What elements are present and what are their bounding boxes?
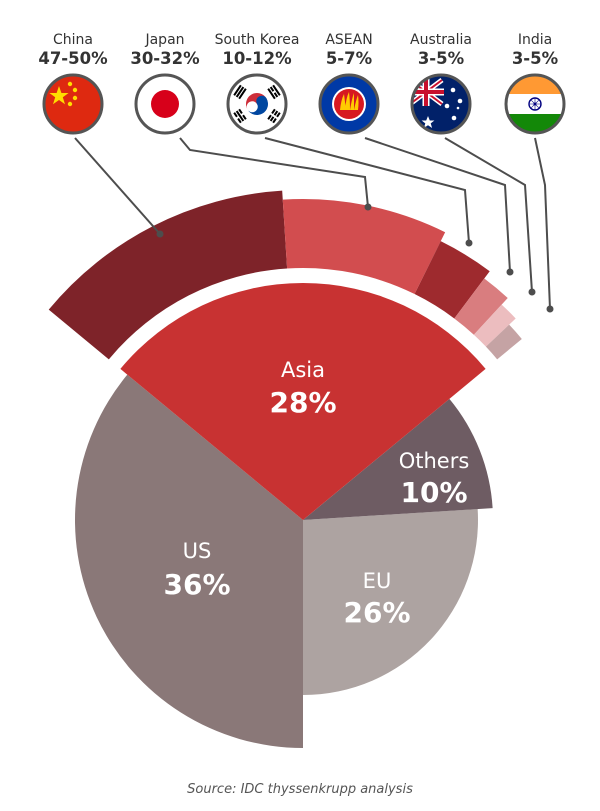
arc-segment-south-korea <box>414 241 490 319</box>
country-labels: China 47-50% Japan 30-32% South Korea 10… <box>38 32 558 68</box>
asia-breakdown-arc <box>48 190 522 360</box>
main-pie <box>74 283 493 748</box>
country-name-japan: Japan <box>144 32 184 48</box>
pie-slice-us <box>74 374 303 748</box>
slice-label-asia: Asia <box>281 358 325 382</box>
leader-line-japan <box>179 137 369 208</box>
pie-slice-others <box>303 398 493 520</box>
arc-segment-japan <box>282 199 446 295</box>
pie-slice-asia <box>120 283 486 520</box>
leader-line-china <box>74 137 161 235</box>
slice-labels: Asia 28% Others 10% EU 26% US 36% <box>163 358 469 629</box>
country-pct-australia: 3-5% <box>418 49 465 68</box>
country-pct-china: 47-50% <box>38 49 108 68</box>
leader-line-australia <box>444 137 533 293</box>
slice-label-others: Others <box>399 449 470 473</box>
country-name-india: India <box>518 32 552 48</box>
slice-label-eu: EU <box>363 569 392 593</box>
country-name-south-korea: South Korea <box>215 32 300 48</box>
arc-segment-india <box>485 324 522 360</box>
china-flag-icon <box>42 73 104 135</box>
leader-dot-asean <box>506 268 514 276</box>
south-korea-flag-icon <box>226 73 288 135</box>
leader-dot-south-korea <box>465 239 473 247</box>
country-pct-asean: 5-7% <box>326 49 373 68</box>
leader-dot-india <box>546 305 554 313</box>
leader-dot-japan <box>364 203 372 211</box>
arc-segment-china <box>48 190 288 360</box>
country-name-australia: Australia <box>410 32 472 48</box>
india-flag-icon <box>504 73 566 135</box>
leader-line-asean <box>364 137 511 273</box>
pie-slice-eu <box>303 509 478 695</box>
arc-segment-asean <box>454 278 508 335</box>
slice-value-asia: 28% <box>269 386 336 419</box>
australia-flag-icon <box>410 73 472 135</box>
leader-dot-australia <box>528 288 536 296</box>
country-name-asean: ASEAN <box>325 32 372 48</box>
country-pct-india: 3-5% <box>512 49 559 68</box>
slice-value-eu: 26% <box>343 596 410 629</box>
slice-value-others: 10% <box>400 476 467 509</box>
country-pct-japan: 30-32% <box>130 49 200 68</box>
country-pct-south-korea: 10-12% <box>222 49 292 68</box>
leader-lines <box>74 137 554 313</box>
country-flags <box>42 73 566 135</box>
leader-line-india <box>534 137 551 310</box>
country-name-china: China <box>53 32 93 48</box>
japan-flag-icon <box>134 73 196 135</box>
asean-flag-icon <box>318 73 380 135</box>
arc-segment-australia <box>473 304 516 347</box>
leader-line-south-korea <box>264 137 470 244</box>
leader-dot-china <box>156 230 164 238</box>
source-note: Source: IDC thyssenkrupp analysis <box>187 782 413 797</box>
slice-value-us: 36% <box>163 568 230 601</box>
slice-label-us: US <box>183 539 212 563</box>
